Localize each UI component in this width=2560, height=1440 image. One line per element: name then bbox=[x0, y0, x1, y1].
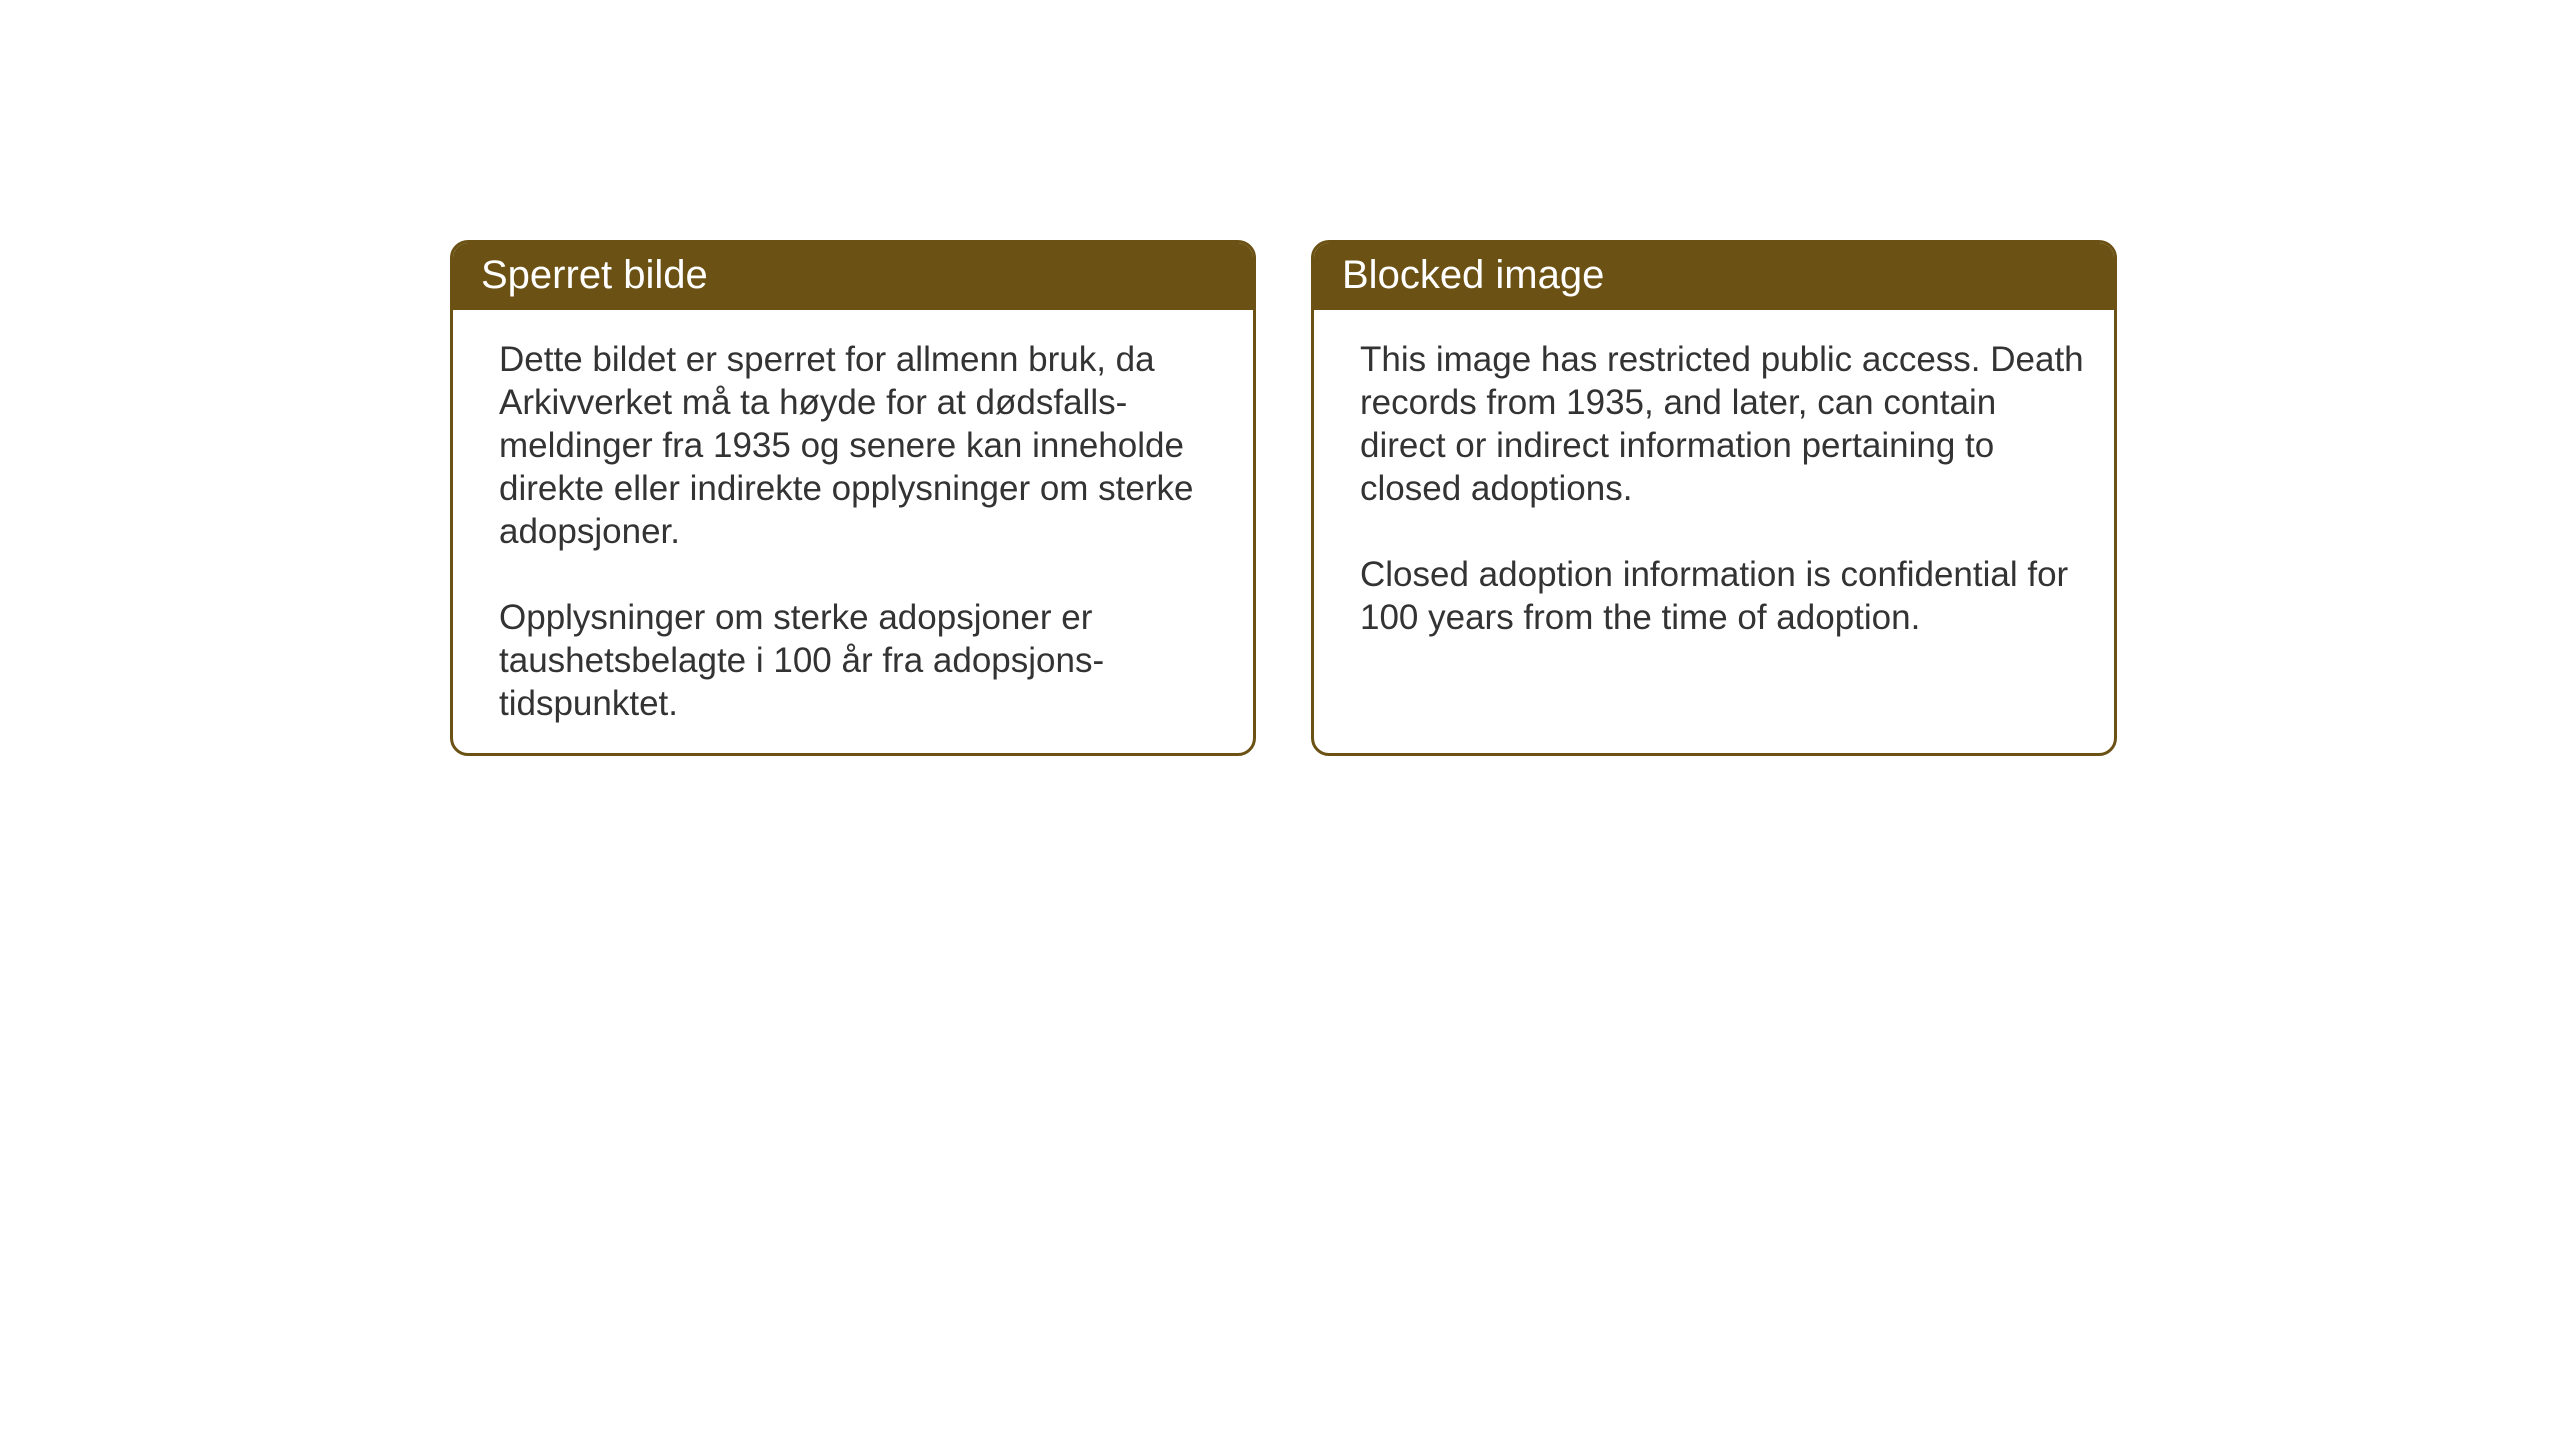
card-header-english: Blocked image bbox=[1314, 243, 2114, 310]
card-body-norwegian: Dette bildet er sperret for allmenn bruk… bbox=[453, 310, 1253, 753]
card-english: Blocked image This image has restricted … bbox=[1311, 240, 2117, 756]
card-header-norwegian: Sperret bilde bbox=[453, 243, 1253, 310]
card-paragraph: This image has restricted public access.… bbox=[1360, 338, 2086, 510]
card-body-english: This image has restricted public access.… bbox=[1314, 310, 2114, 667]
card-paragraph: Opplysninger om sterke adopsjoner er tau… bbox=[499, 596, 1225, 725]
card-paragraph: Closed adoption information is confident… bbox=[1360, 553, 2086, 639]
card-paragraph: Dette bildet er sperret for allmenn bruk… bbox=[499, 338, 1225, 553]
cards-container: Sperret bilde Dette bildet er sperret fo… bbox=[0, 0, 2560, 756]
card-norwegian: Sperret bilde Dette bildet er sperret fo… bbox=[450, 240, 1256, 756]
